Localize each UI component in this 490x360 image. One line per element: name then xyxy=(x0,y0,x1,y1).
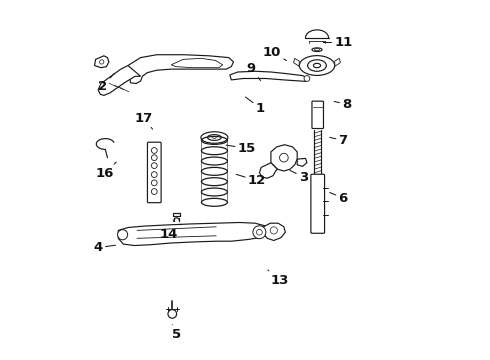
FancyBboxPatch shape xyxy=(150,191,159,199)
Text: 10: 10 xyxy=(263,46,287,60)
Circle shape xyxy=(151,148,157,153)
Ellipse shape xyxy=(201,132,228,143)
FancyBboxPatch shape xyxy=(147,142,161,203)
Polygon shape xyxy=(95,56,109,68)
Ellipse shape xyxy=(208,135,221,140)
Text: 17: 17 xyxy=(135,112,153,129)
Text: 9: 9 xyxy=(246,62,261,81)
Text: 4: 4 xyxy=(94,241,116,254)
Polygon shape xyxy=(297,158,307,166)
Ellipse shape xyxy=(299,56,335,76)
FancyBboxPatch shape xyxy=(311,174,324,233)
Text: 16: 16 xyxy=(95,162,116,180)
Circle shape xyxy=(151,155,157,161)
Text: 15: 15 xyxy=(226,142,256,155)
Text: 14: 14 xyxy=(160,224,181,240)
Text: 8: 8 xyxy=(334,98,351,111)
Polygon shape xyxy=(230,71,308,81)
Circle shape xyxy=(151,189,157,194)
Circle shape xyxy=(257,229,262,235)
Circle shape xyxy=(151,180,157,186)
Polygon shape xyxy=(128,55,233,84)
Text: 13: 13 xyxy=(268,270,289,287)
Circle shape xyxy=(253,226,266,239)
Text: 7: 7 xyxy=(330,134,348,147)
Circle shape xyxy=(99,60,104,64)
Polygon shape xyxy=(259,163,277,178)
FancyBboxPatch shape xyxy=(312,101,323,129)
Polygon shape xyxy=(294,58,299,66)
Text: 3: 3 xyxy=(290,170,308,184)
Polygon shape xyxy=(271,145,297,171)
Circle shape xyxy=(280,153,288,162)
Circle shape xyxy=(270,227,277,234)
Text: 5: 5 xyxy=(172,325,181,341)
Text: 1: 1 xyxy=(245,97,265,114)
Text: 2: 2 xyxy=(98,73,114,93)
Text: 11: 11 xyxy=(323,36,352,49)
Text: 6: 6 xyxy=(330,192,348,204)
Circle shape xyxy=(151,163,157,168)
Circle shape xyxy=(304,76,310,81)
Polygon shape xyxy=(262,223,285,240)
Ellipse shape xyxy=(308,60,326,71)
Polygon shape xyxy=(118,222,270,246)
Ellipse shape xyxy=(314,63,320,68)
Polygon shape xyxy=(171,58,222,68)
Circle shape xyxy=(168,310,176,318)
Circle shape xyxy=(151,172,157,177)
Circle shape xyxy=(118,230,127,240)
Polygon shape xyxy=(98,66,141,95)
Text: 12: 12 xyxy=(236,174,266,187)
Polygon shape xyxy=(335,58,341,66)
